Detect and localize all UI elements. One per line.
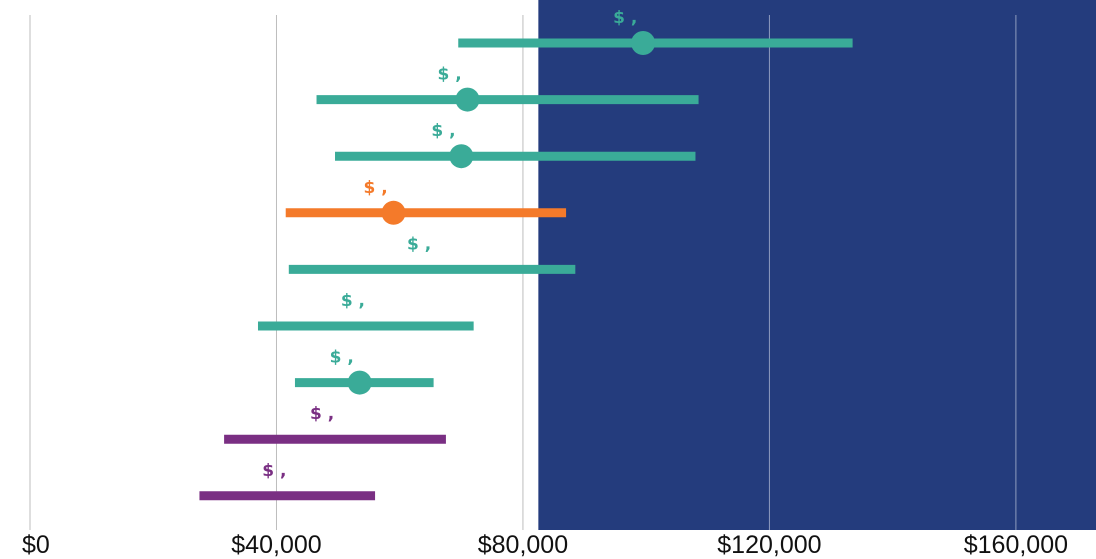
range-row: $ , [335, 121, 696, 169]
range-row: $ , [294, 348, 434, 395]
value-label: $ , [431, 121, 455, 141]
median-point [449, 144, 474, 169]
value-label: $ , [407, 234, 431, 254]
x-tick-label: $0 [22, 531, 50, 559]
value-label: $ , [613, 8, 637, 28]
x-tick-label: $40,000 [231, 531, 321, 559]
range-rows: $ , $ , $ , $ , $ , $ , $ , $ , $ , [199, 8, 853, 501]
median-point [381, 200, 406, 225]
range-row: $ , [224, 404, 446, 444]
range-row: $ , [288, 234, 576, 274]
value-label: $ , [364, 178, 388, 198]
median-point [631, 31, 656, 55]
x-axis-tick-labels: $0 $40,000 $80,000 $120,000 $160,000 [22, 531, 1068, 559]
median-point [455, 87, 480, 112]
range-row: $ , [199, 461, 376, 501]
x-tick-label: $120,000 [717, 531, 821, 559]
range-row: $ , [316, 65, 699, 112]
range-row: $ , [285, 178, 567, 225]
x-tick-label: $160,000 [964, 531, 1068, 559]
value-label: $ , [437, 65, 461, 85]
value-label: $ , [330, 348, 354, 368]
x-tick-label: $80,000 [478, 531, 568, 559]
range-row: $ , [458, 8, 853, 55]
value-label: $ , [341, 291, 365, 311]
shaded-region [538, 0, 1096, 530]
value-label: $ , [262, 461, 286, 481]
value-label: $ , [310, 404, 334, 424]
range-row: $ , [257, 291, 474, 331]
median-point [347, 370, 372, 395]
